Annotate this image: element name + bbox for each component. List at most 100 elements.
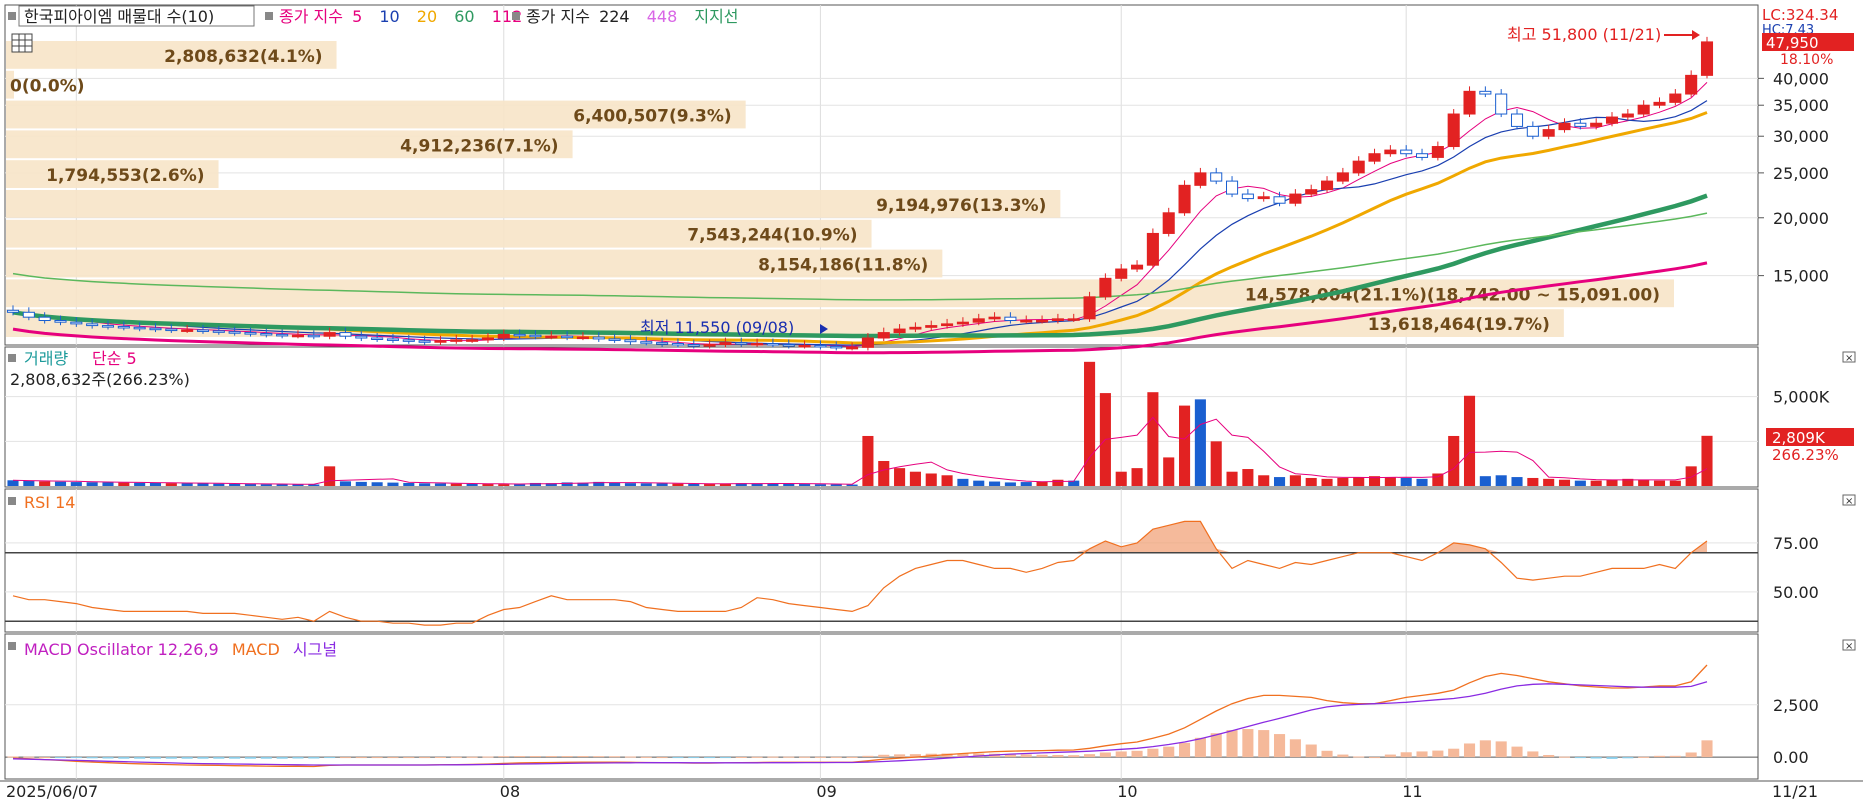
- macd-oscillator-bar: [1020, 754, 1032, 758]
- macd-oscillator-bar: [941, 753, 953, 758]
- candle-body: [1194, 172, 1207, 186]
- macd-oscillator-bar: [1099, 752, 1111, 758]
- candle-body: [1495, 93, 1508, 115]
- macd-oscillator-bar: [1511, 746, 1523, 758]
- extra-legend: 종가 지수 224 448 지지선: [526, 7, 739, 26]
- volume-bar: [102, 482, 114, 486]
- volume-bar: [39, 481, 51, 486]
- rsi-panel-close-button[interactable]: ×: [1842, 494, 1856, 507]
- rsi-title: RSI 14: [24, 493, 75, 512]
- x-tick-label: 2025/06/07: [6, 782, 98, 801]
- macd-line: [12, 664, 1708, 768]
- volume-bar: [292, 484, 304, 486]
- candle-body: [497, 333, 510, 339]
- candle-body: [877, 332, 890, 339]
- support-legend: 지지선: [694, 7, 738, 26]
- candle-body: [6, 309, 20, 313]
- volume-tag: [1766, 428, 1854, 446]
- volume-bar: [1036, 481, 1048, 486]
- y-tick-label: 50.00: [1773, 583, 1819, 602]
- volume-bar: [498, 484, 510, 486]
- macd-oscillator-bar: [1606, 757, 1618, 759]
- macd-oscillator-bar: [339, 757, 352, 759]
- y-tick-label: 20,000: [1773, 209, 1829, 228]
- macd-oscillator-bar: [640, 756, 652, 758]
- volume-bar: [276, 484, 288, 486]
- macd-oscillator-bar: [229, 757, 241, 759]
- macd-oscillator-bar: [86, 757, 98, 759]
- candle-body: [1241, 193, 1254, 200]
- candle-body: [371, 337, 384, 340]
- candle-body: [323, 332, 336, 337]
- volume-bar: [371, 482, 383, 486]
- volume-bar: [1115, 471, 1127, 486]
- macd-oscillator-bar: [1543, 754, 1555, 758]
- macd-oscillator-bar: [260, 757, 272, 759]
- stock-title-box[interactable]: [18, 5, 255, 27]
- macd-panel-close-button[interactable]: ×: [1842, 639, 1856, 652]
- y-tick-label: 15,000: [1773, 267, 1829, 286]
- volume-bar: [229, 483, 241, 486]
- volume-bar: [1685, 466, 1697, 486]
- volume-bar: [878, 460, 890, 486]
- macd-oscillator-bar: [1638, 756, 1650, 758]
- macd-oscillator-bar: [134, 757, 146, 759]
- rsi-panel-frame: [4, 488, 1759, 633]
- axis-labels: 2025/06/07 08 09 10 11 11/21 40,000 35,000 30,00…: [0, 69, 1863, 801]
- macd-oscillator-bar: [1384, 754, 1396, 758]
- change-pct: 18.10%: [1780, 52, 1833, 68]
- macd-oscillator-bar: [1258, 730, 1270, 758]
- macd-oscillator-bar: [909, 754, 921, 758]
- volume-bar: [1020, 482, 1032, 486]
- macd-oscillator-bar: [1289, 739, 1301, 758]
- volume-bar: [1416, 478, 1428, 486]
- volume-bar: [529, 482, 541, 486]
- volume-readout: 2,808,632주(266.23%): [10, 370, 190, 389]
- svg-text:×: ×: [1845, 641, 1853, 652]
- candle-body: [592, 336, 605, 340]
- candle-body: [450, 339, 463, 342]
- volume-bar: [846, 484, 858, 486]
- macd-oscillator-bar: [1004, 754, 1016, 758]
- volume-bar: [545, 483, 557, 486]
- volume-tag-value: 2,809K: [1772, 429, 1826, 447]
- candle-body: [1368, 153, 1381, 162]
- macd-oscillator-bar: [1590, 757, 1602, 759]
- table-icon[interactable]: [11, 33, 33, 53]
- candle-body: [86, 323, 99, 327]
- candle-body: [355, 335, 368, 339]
- volume-bar: [973, 480, 985, 486]
- ma-line-112: [12, 261, 1708, 355]
- volume-bar: [149, 482, 162, 486]
- volume-panel-close-button[interactable]: ×: [1842, 351, 1856, 364]
- macd-series: [7, 664, 1713, 768]
- volume-ma-legend: 단순 5: [92, 349, 137, 368]
- macd-oscillator-bar: [894, 754, 906, 758]
- volume-bar: [1353, 477, 1365, 486]
- volume-bar: [909, 471, 921, 486]
- volume-bar: [862, 435, 874, 486]
- volume-bar: [1432, 473, 1444, 486]
- legend-marker: [8, 497, 16, 505]
- volume-bar: [434, 483, 446, 486]
- candle-body: [244, 332, 257, 335]
- candle-body: [671, 343, 684, 346]
- candle-body: [703, 344, 716, 347]
- volume-bar: [1147, 392, 1159, 486]
- macd-oscillator-bar: [70, 757, 82, 759]
- candle-body: [545, 335, 558, 339]
- macd-oscillator-bar: [1274, 734, 1286, 758]
- macd-oscillator-bar: [149, 757, 162, 759]
- candle-body: [1685, 74, 1698, 95]
- volume-profile-band: [6, 41, 337, 69]
- volume-profile-label: 1,794,553(2.6%): [46, 166, 204, 186]
- ma-legend: 종가 지수 5 10 20 60 112: [279, 7, 522, 26]
- macd-oscillator-bar: [577, 756, 589, 758]
- macd-oscillator-bar: [498, 756, 510, 758]
- macd-oscillator-bar: [1337, 754, 1349, 758]
- volume-bar: [799, 484, 811, 486]
- candle-body: [1621, 113, 1634, 118]
- volume-bar: [989, 481, 1001, 486]
- macd-oscillator-bar: [1242, 729, 1254, 758]
- candle-body: [1558, 122, 1571, 131]
